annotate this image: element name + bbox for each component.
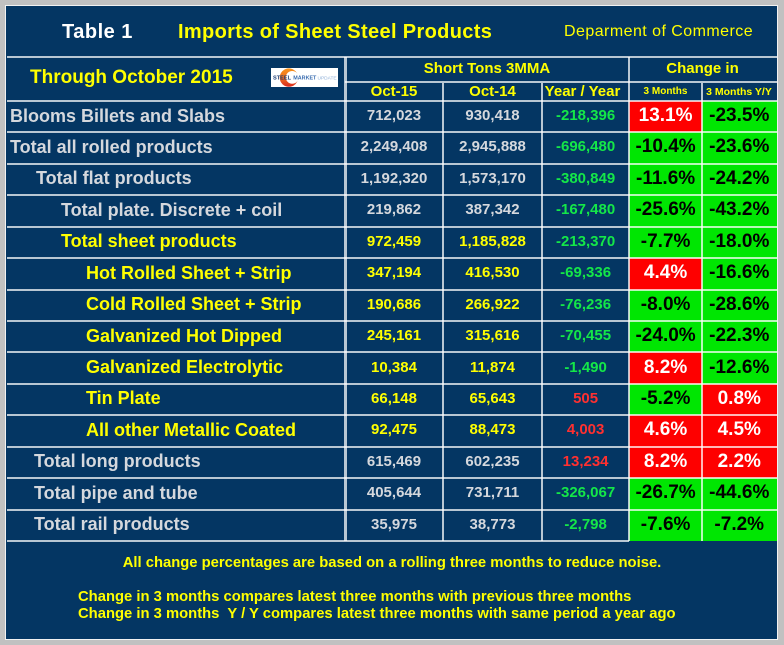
svg-text:STEEL: STEEL [273, 76, 292, 82]
svg-text:MARKET: MARKET [293, 76, 317, 82]
svg-text:UPDATE: UPDATE [318, 76, 337, 82]
